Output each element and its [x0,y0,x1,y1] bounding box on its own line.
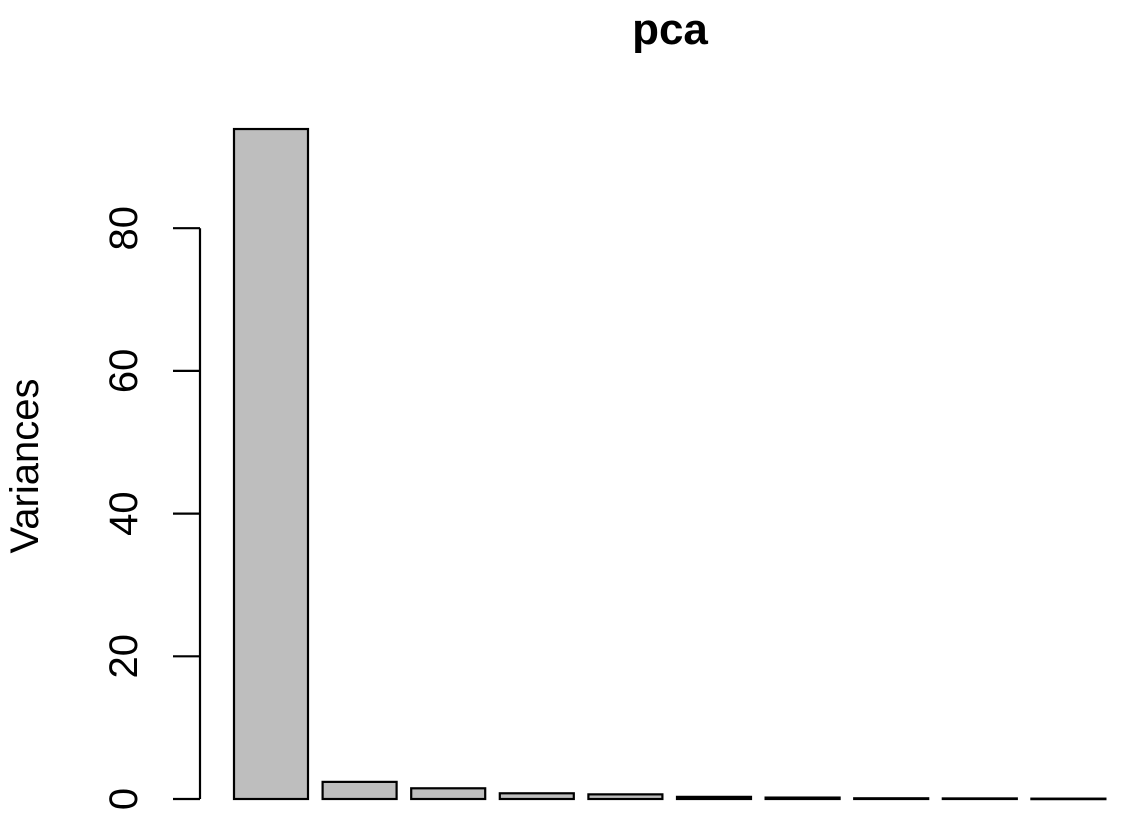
y-tick-label: 20 [102,634,146,679]
chart-title: pca [632,5,708,54]
bar-component-4 [498,792,575,801]
y-tick-label: 60 [102,349,146,394]
y-axis-label: Variances [3,379,47,554]
y-tick-label: 40 [102,491,146,536]
bar-component-2 [321,780,398,801]
bar-component-7 [764,796,841,801]
bar-component-6 [675,795,753,801]
y-tick-label: 80 [102,206,146,251]
y-axis: 0 20 40 60 80 [102,206,202,810]
bar-component-9 [941,797,1018,801]
bar-component-5 [587,793,664,801]
bar-component-1 [232,127,310,801]
bar-component-8 [853,797,930,801]
bar-component-3 [410,787,487,801]
y-tick-label: 0 [102,788,146,810]
bar-component-10 [1030,797,1107,801]
bars [232,127,1107,801]
